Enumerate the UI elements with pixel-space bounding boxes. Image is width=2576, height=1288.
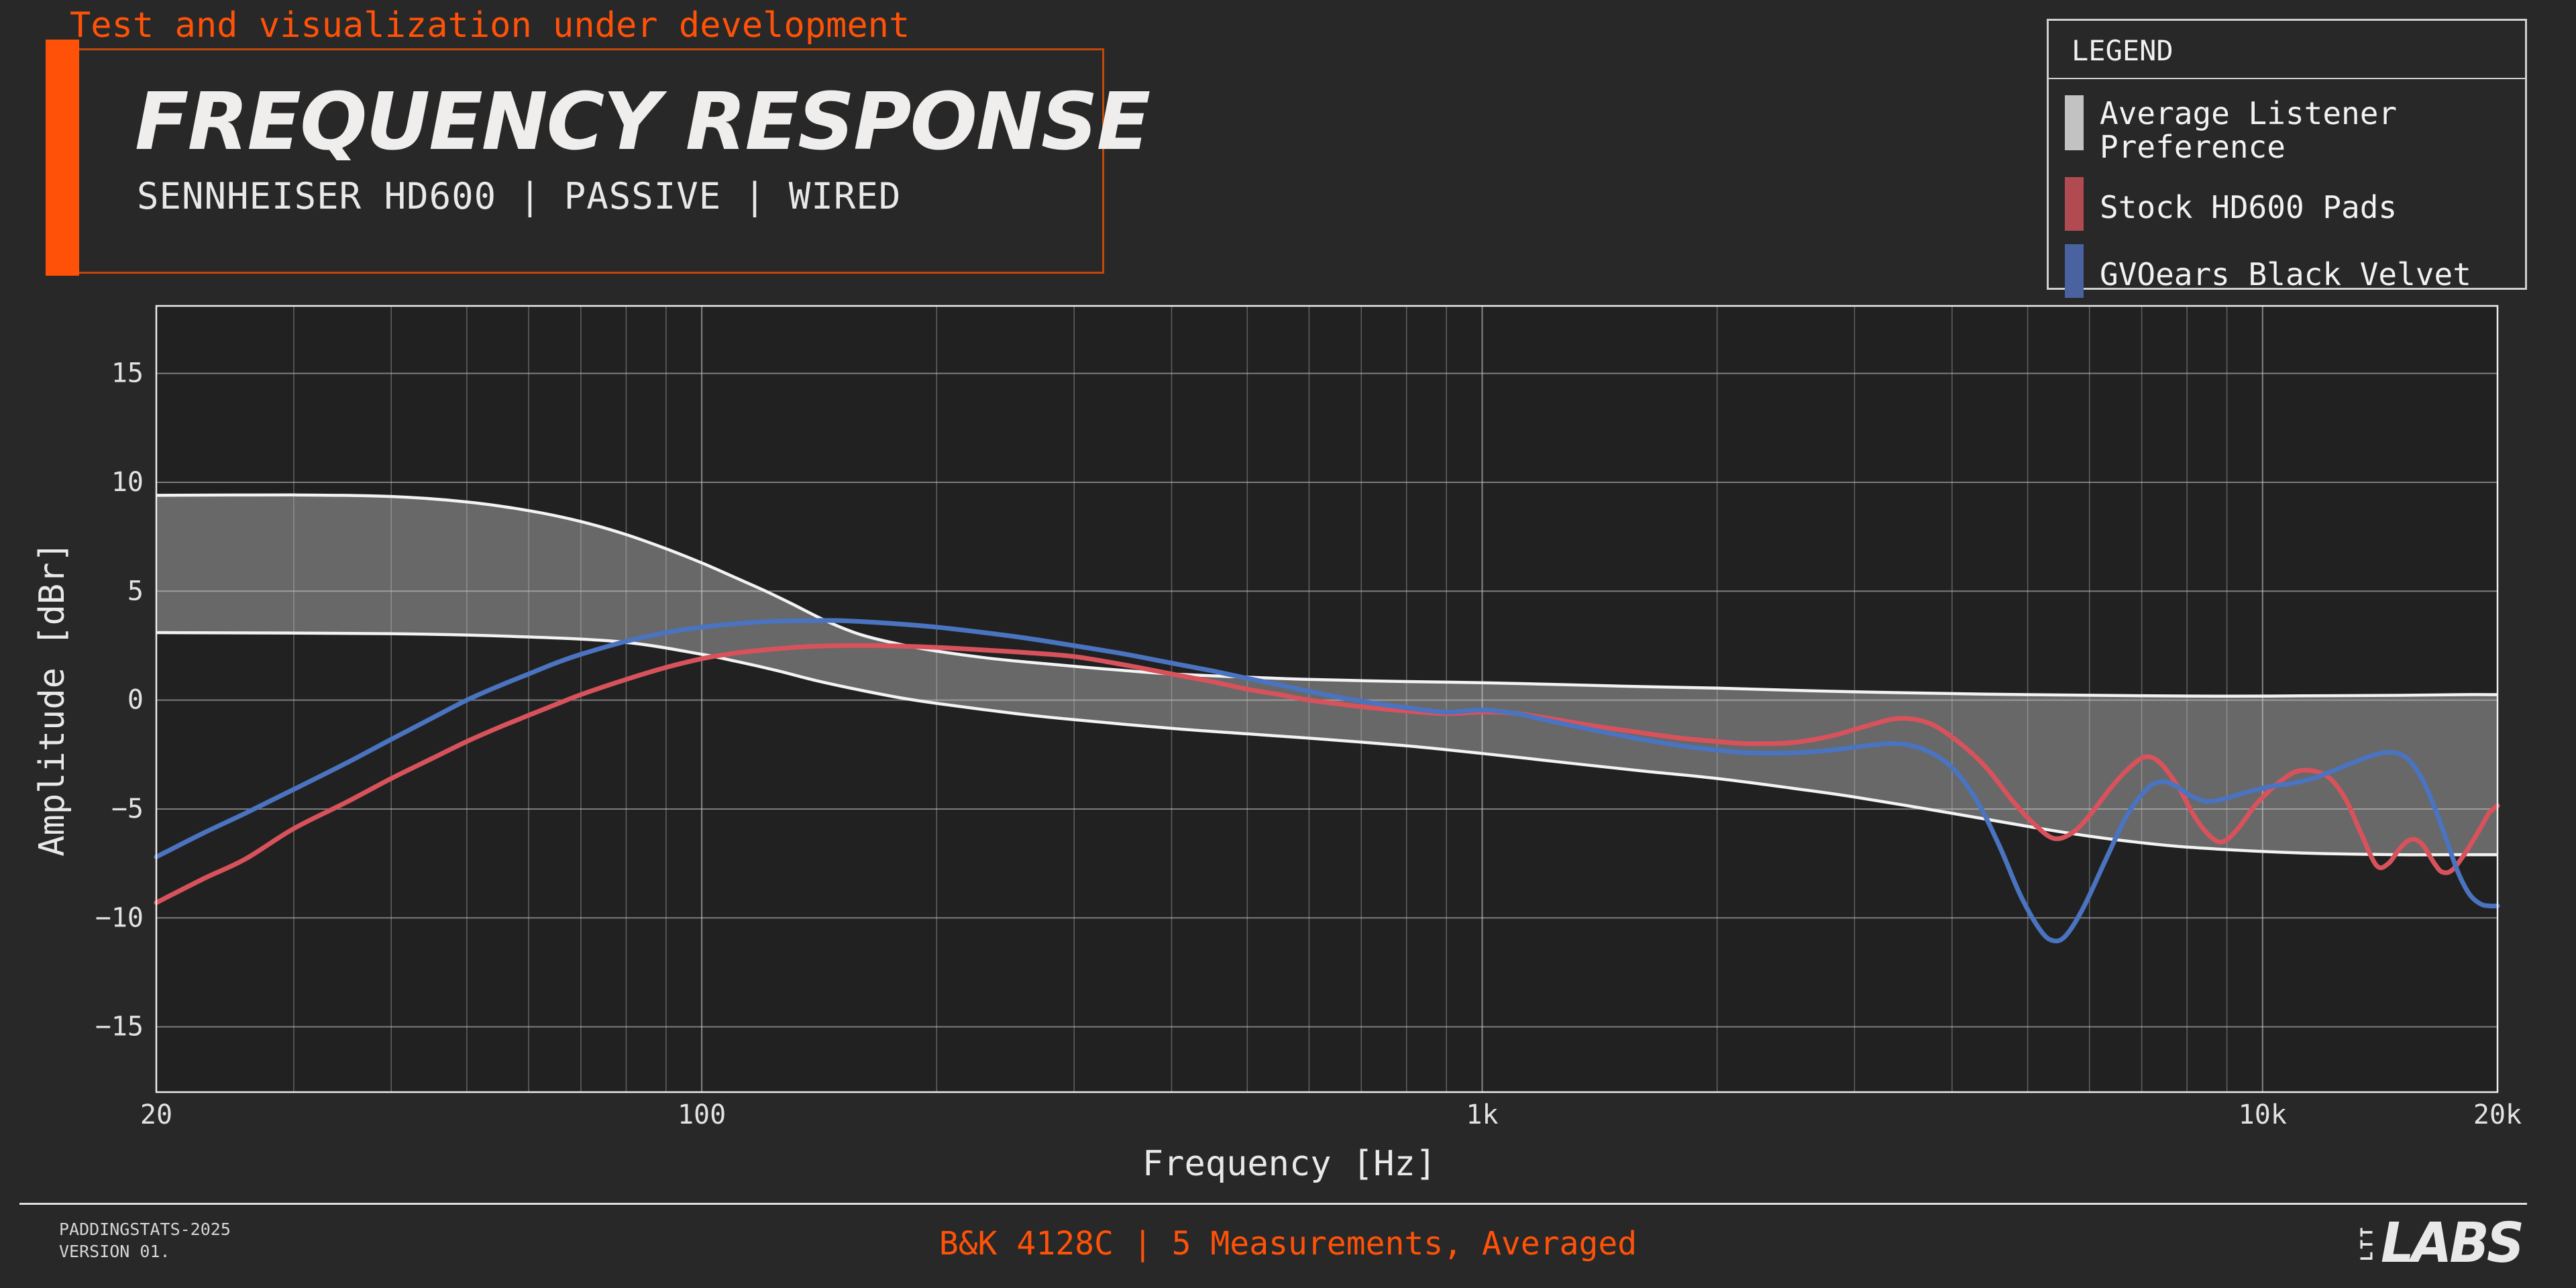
title-block: FREQUENCY RESPONSE SENNHEISER HD600 | PA… <box>46 40 1150 276</box>
y-tick-label: 15 <box>111 358 144 389</box>
legend-item-label: Average Listener Preference <box>2100 95 2398 165</box>
version-info: PADDINGSTATS-2025 VERSION 01. <box>59 1218 231 1263</box>
accent-bar <box>46 40 79 276</box>
legend-item-label: GVOears Black Velvet <box>2100 256 2471 292</box>
y-tick-label: −15 <box>95 1012 144 1042</box>
x-tick-label: 100 <box>678 1099 726 1130</box>
legend-item-label: Stock HD600 Pads <box>2100 189 2398 225</box>
legend-item-average-listener-preference: Average Listener Preference <box>2065 95 2509 164</box>
x-axis-title: Frequency [Hz] <box>1142 1144 1436 1184</box>
doc-id: PADDINGSTATS-2025 <box>59 1220 231 1239</box>
frequency-response-chart: 15 10 5 0 −5 −10 −15 20 100 1k 10k 20k Frequency [Hz… <box>32 305 2522 1184</box>
y-tick-label: −5 <box>111 794 144 824</box>
y-tick-label: 10 <box>111 467 144 498</box>
legend-swatch-blue <box>2065 244 2084 298</box>
band-fill-average-listener-preference <box>156 494 2498 855</box>
x-tick-label: 20 <box>140 1099 172 1130</box>
legend-item-stock-hd600-pads: Stock HD600 Pads <box>2065 177 2509 231</box>
legend-title: LEGEND <box>2049 21 2525 79</box>
series-stock-hd600-pads <box>154 643 2500 906</box>
legend-swatch-red <box>2065 177 2084 231</box>
legend-items: Average Listener Preference Stock HD600 … <box>2049 79 2525 298</box>
ltt-labs-logo: LTT LABS <box>2349 1212 2529 1275</box>
page-subtitle: SENNHEISER HD600 | PASSIVE | WIRED <box>137 175 902 217</box>
plot-frame <box>155 305 2499 1093</box>
footer-divider <box>19 1203 2527 1205</box>
logo-ltt-text: LTT <box>2357 1225 2377 1262</box>
x-tick-label: 1k <box>1466 1099 1498 1130</box>
x-tick-label: 20k <box>2473 1099 2522 1130</box>
measurement-info: B&K 4128C | 5 Measurements, Averaged <box>938 1225 1638 1263</box>
x-tick-label: 10k <box>2239 1099 2287 1130</box>
y-axis-title: Amplitude [dBr] <box>32 541 72 857</box>
doc-version: VERSION 01. <box>59 1242 170 1261</box>
legend-swatch-gray <box>2065 95 2084 150</box>
dev-banner: Test and visualization under development <box>70 5 910 46</box>
legend-item-gvoears-black-velvet: GVOears Black Velvet <box>2065 244 2509 298</box>
plot-area <box>156 306 2498 1092</box>
y-tick-label: 5 <box>127 576 144 606</box>
y-tick-label: 0 <box>127 685 144 716</box>
legend-box: LEGEND Average Listener Preference Stock… <box>2047 19 2527 298</box>
y-tick-label: −10 <box>95 902 144 933</box>
logo-labs-text: LABS <box>2380 1212 2524 1275</box>
series-gvoears-black-velvet <box>154 618 2500 944</box>
page-title: FREQUENCY RESPONSE <box>135 75 1150 168</box>
